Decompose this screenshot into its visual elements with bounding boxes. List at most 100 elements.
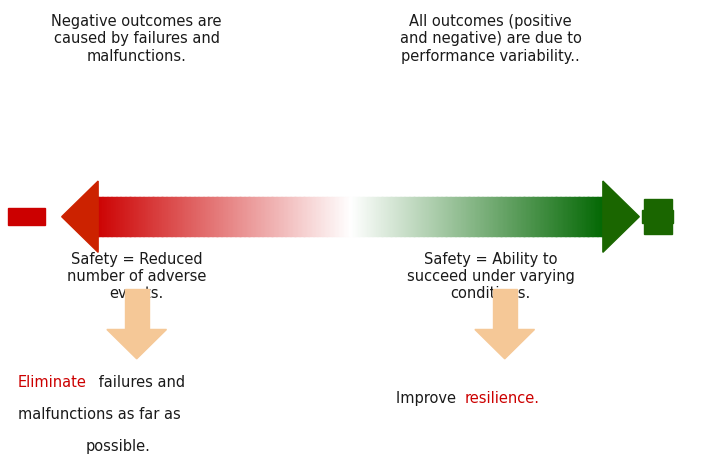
Bar [152, 197, 154, 236]
Bar [230, 197, 232, 236]
Bar [383, 197, 386, 236]
Bar [583, 197, 585, 236]
Bar [348, 197, 350, 236]
Bar [127, 197, 128, 236]
Bar [121, 197, 122, 236]
Bar [447, 197, 448, 236]
Bar [168, 197, 169, 236]
Bar [585, 197, 586, 236]
Bar [238, 197, 240, 236]
Bar [236, 197, 237, 236]
Bar [184, 197, 186, 236]
Bar [572, 197, 573, 236]
Bar [546, 197, 548, 236]
Bar [206, 197, 207, 236]
Bar [416, 197, 417, 236]
Bar [293, 197, 294, 236]
Bar [228, 197, 229, 236]
Bar [517, 197, 519, 236]
Text: Safety = Reduced
number of adverse
events.: Safety = Reduced number of adverse event… [67, 252, 206, 302]
Text: All outcomes (positive
and negative) are due to
performance variability..: All outcomes (positive and negative) are… [400, 14, 582, 64]
Bar [523, 197, 525, 236]
Bar [491, 197, 493, 236]
Bar [587, 197, 589, 236]
Bar [138, 197, 139, 236]
Bar [219, 197, 220, 236]
Bar [98, 197, 100, 236]
Bar [294, 197, 296, 236]
Bar [302, 197, 304, 236]
Bar [399, 197, 401, 236]
Bar [471, 197, 472, 236]
Bar [559, 197, 561, 236]
Bar [418, 197, 420, 236]
Bar [358, 197, 360, 236]
Bar [196, 197, 198, 236]
Bar [341, 197, 343, 236]
Bar [326, 197, 328, 236]
Bar [549, 197, 550, 236]
Bar [580, 197, 583, 236]
Bar [109, 197, 110, 236]
Bar [448, 197, 449, 236]
Bar [156, 197, 158, 236]
Bar [329, 197, 330, 236]
Bar [389, 197, 390, 236]
Bar [425, 197, 426, 236]
Bar [325, 197, 327, 236]
Bar [222, 197, 223, 236]
Bar [158, 197, 161, 236]
Bar [135, 197, 137, 236]
Bar [237, 197, 238, 236]
Bar [577, 197, 578, 236]
Bar [412, 197, 414, 236]
Bar [215, 197, 217, 236]
Bar [313, 197, 315, 236]
Bar [592, 197, 594, 236]
Bar [436, 197, 438, 236]
Bar [343, 197, 344, 236]
Bar [477, 197, 479, 236]
Bar [596, 197, 598, 236]
Bar [400, 197, 402, 236]
Bar [332, 197, 333, 236]
Bar [495, 197, 497, 236]
Text: Improve: Improve [396, 391, 461, 406]
Bar [349, 197, 350, 236]
Bar [600, 197, 601, 236]
Bar [489, 197, 490, 236]
Bar [281, 197, 283, 236]
Bar [414, 197, 416, 236]
Bar [484, 197, 485, 236]
Bar [576, 197, 578, 236]
Bar [106, 197, 108, 236]
Bar [322, 197, 324, 236]
Bar [307, 197, 308, 236]
Bar [499, 197, 501, 236]
Bar [478, 197, 480, 236]
Bar [170, 197, 172, 236]
Bar [385, 197, 387, 236]
Bar [543, 197, 544, 236]
Bar [458, 197, 460, 236]
Bar [155, 197, 156, 236]
Bar [578, 197, 580, 236]
Bar [200, 197, 201, 236]
Bar [445, 197, 447, 236]
Bar [439, 197, 440, 236]
Bar [214, 197, 215, 236]
Bar [566, 197, 567, 236]
Bar [509, 197, 511, 236]
Bar [135, 197, 136, 236]
Bar [175, 197, 177, 236]
Bar [442, 197, 443, 236]
Bar [280, 197, 282, 236]
Bar [318, 197, 320, 236]
Bar [183, 197, 184, 236]
Bar [417, 197, 418, 236]
Bar [475, 197, 476, 236]
Bar [306, 197, 307, 236]
Bar [344, 197, 346, 236]
Bar [320, 197, 322, 236]
Bar [421, 197, 423, 236]
